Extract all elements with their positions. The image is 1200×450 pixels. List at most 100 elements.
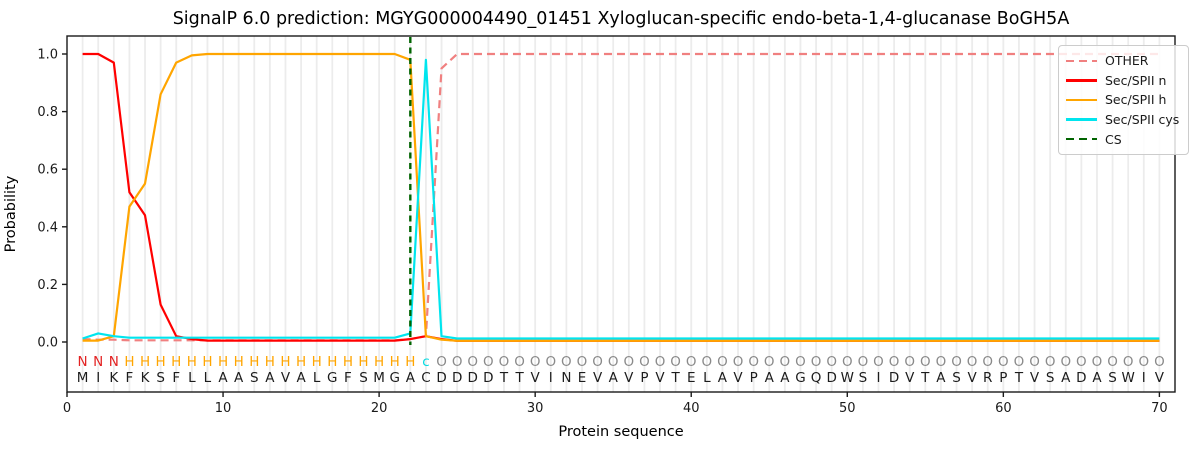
sequence-letter: V <box>281 370 291 386</box>
legend-item-label: Sec/SPII cys <box>1105 112 1180 128</box>
sequence-letter: D <box>483 370 493 386</box>
sequence-letter: E <box>578 370 587 386</box>
region-label-letter: O <box>967 354 978 370</box>
region-label-letter: O <box>826 354 837 370</box>
region-label-letter: O <box>904 354 915 370</box>
sequence-letter: S <box>1046 370 1055 386</box>
region-label-letter: O <box>514 354 525 370</box>
y-tick-label: 0.6 <box>37 163 58 178</box>
region-label-letter: H <box>327 354 337 370</box>
sequence-letter: V <box>1155 370 1165 386</box>
sequence-letter: T <box>499 370 509 386</box>
legend-box: OTHER Sec/SPII n Sec/SPII h Sec/SPII cys… <box>1058 45 1190 155</box>
sequence-letter: D <box>468 370 478 386</box>
region-label-letter: O <box>436 354 447 370</box>
legend-item-label: OTHER <box>1105 53 1149 69</box>
sequence-letter: A <box>765 370 775 386</box>
legend-item-label: CS <box>1105 131 1122 147</box>
region-label-letter: O <box>998 354 1009 370</box>
region-label-letter: O <box>1060 354 1071 370</box>
sequence-letter: A <box>406 370 416 386</box>
axes-spines <box>66 35 1176 393</box>
region-label-letter: O <box>1092 354 1103 370</box>
sequence-letter: V <box>1030 370 1040 386</box>
sequence-letter: A <box>718 370 728 386</box>
region-label-letter: O <box>561 354 572 370</box>
region-label-letter: O <box>702 354 713 370</box>
sequence-letter: P <box>999 370 1007 386</box>
x-tick-label: 0 <box>63 401 71 416</box>
region-label-letter: H <box>156 354 166 370</box>
region-label-letter: H <box>343 354 353 370</box>
sequence-letter: F <box>344 370 352 386</box>
sequence-letter: K <box>109 370 119 386</box>
cs-line-sample-icon <box>1066 137 1097 141</box>
region-label-letter: O <box>873 354 884 370</box>
region-label-letter: O <box>639 354 650 370</box>
region-label-letter: O <box>1154 354 1165 370</box>
sequence-letter: S <box>859 370 868 386</box>
sequence-letter: D <box>826 370 836 386</box>
sequence-letter: T <box>670 370 680 386</box>
region-label-letter: O <box>608 354 619 370</box>
sequence-letter: I <box>96 370 100 386</box>
x-tick-label: 50 <box>839 401 856 416</box>
sequence-letter: W <box>841 370 854 386</box>
series-line-sec-spii-n <box>82 52 1160 342</box>
y-tick-label: 0.4 <box>37 220 58 235</box>
region-label-letter: O <box>655 354 666 370</box>
sequence-letter: I <box>1142 370 1146 386</box>
other-line-sample-icon <box>1066 59 1097 63</box>
x-axis-label: Protein sequence <box>558 424 684 440</box>
region-label-letter: c <box>422 354 429 370</box>
region-label-letter: O <box>1123 354 1134 370</box>
region-label-letter: O <box>577 354 588 370</box>
legend-item-sec-spii-cys: Sec/SPII cys <box>1066 110 1179 130</box>
sequence-letter: A <box>1061 370 1071 386</box>
series-line-sec-spii-cys <box>82 58 1160 340</box>
sequence-letter: V <box>968 370 978 386</box>
region-label-letter: O <box>748 354 759 370</box>
region-label-letter: H <box>265 354 275 370</box>
sequence-letter: A <box>609 370 619 386</box>
region-label-letter: O <box>530 354 541 370</box>
region-label-letter: N <box>109 354 119 370</box>
sequence-letter: G <box>389 370 399 386</box>
region-label-letter: O <box>1107 354 1118 370</box>
region-label-letter: O <box>1138 354 1149 370</box>
region-label-letter: O <box>889 354 900 370</box>
sequence-letter: L <box>188 370 196 386</box>
region-label-letter: H <box>358 354 368 370</box>
sequence-letter: R <box>983 370 992 386</box>
sequence-letter: L <box>313 370 321 386</box>
x-tick-label: 30 <box>527 401 544 416</box>
region-label-letter: O <box>733 354 744 370</box>
region-label-letter: H <box>390 354 400 370</box>
sequence-letter: V <box>655 370 665 386</box>
series-line-other <box>82 52 1160 342</box>
legend-item-other: OTHER <box>1066 51 1179 71</box>
sequence-letter: D <box>1076 370 1086 386</box>
series-line-sec-spii-h <box>82 52 1160 342</box>
sequence-letter: F <box>172 370 180 386</box>
region-label-letter: O <box>858 354 869 370</box>
x-tick-label: 70 <box>1151 401 1168 416</box>
region-label-letter: O <box>936 354 947 370</box>
region-label-letter: H <box>374 354 384 370</box>
y-tick-label: 1.0 <box>37 48 58 63</box>
sequence-letter: V <box>593 370 603 386</box>
sequence-letter: I <box>877 370 881 386</box>
sequence-letter: D <box>452 370 462 386</box>
region-label-letter: H <box>202 354 212 370</box>
sequence-letter: D <box>889 370 899 386</box>
x-tick-label: 10 <box>215 401 232 416</box>
sequence-letter: S <box>952 370 961 386</box>
sequence-letter: N <box>561 370 571 386</box>
sec-spii-h-line-sample-icon <box>1066 98 1097 102</box>
sequence-letter: S <box>1108 370 1117 386</box>
legend-item-label: Sec/SPII n <box>1105 72 1167 88</box>
region-label-letter: H <box>280 354 290 370</box>
